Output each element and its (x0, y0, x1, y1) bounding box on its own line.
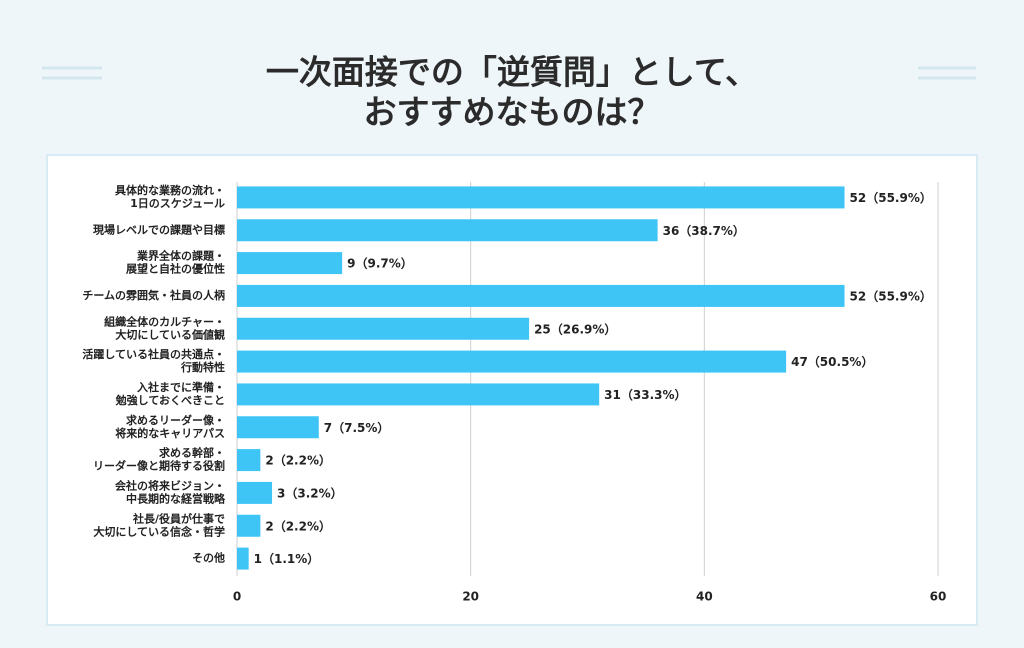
value-label: 9（9.7%） (347, 256, 413, 271)
value-label: 52（55.9%） (850, 190, 932, 205)
x-tick-label: 40 (696, 590, 713, 604)
value-label: 52（55.9%） (850, 288, 932, 303)
bar (237, 547, 249, 570)
value-label: 31（33.3%） (604, 387, 686, 402)
bar (237, 481, 273, 504)
bar (237, 317, 530, 340)
value-label: 36（38.7%） (663, 223, 745, 238)
y-tick-label: チームの雰囲気・社員の人柄 (82, 288, 225, 302)
y-tick-label: その他 (192, 551, 225, 565)
y-tick-label: リーダー像と期待する役割 (93, 459, 225, 473)
value-label: 2（2.2%） (265, 453, 331, 468)
value-label: 2（2.2%） (265, 518, 331, 533)
bar (237, 383, 600, 406)
bar (237, 252, 343, 275)
y-tick-label: 具体的な業務の流れ・ (115, 183, 225, 197)
value-label: 7（7.5%） (324, 420, 390, 435)
value-label: 3（3.2%） (277, 485, 343, 500)
bar (237, 219, 658, 242)
y-tick-label: 求めるリーダー像・ (126, 413, 225, 427)
x-tick-label: 0 (233, 590, 241, 604)
x-tick-label: 60 (930, 590, 947, 604)
bar (237, 416, 319, 439)
chart-title: おすすめなものは？ (364, 93, 661, 132)
x-tick-label: 20 (462, 590, 479, 604)
y-tick-label: 入社までに準備・ (137, 380, 225, 394)
y-tick-label: 社長/役員が仕事で (132, 511, 225, 525)
bar (237, 350, 787, 373)
y-tick-label: 中長期的な経営戦略 (126, 491, 226, 505)
value-label: 1（1.1%） (254, 551, 320, 566)
value-label: 25（26.9%） (534, 321, 616, 336)
bar (237, 514, 261, 537)
y-tick-label: 大切にしている価値観 (115, 327, 225, 341)
y-tick-label: 会社の将来ビジョン・ (115, 478, 225, 492)
bar (237, 449, 261, 472)
chart-title: 一次面接での「逆質問」として、 (266, 53, 758, 92)
y-tick-label: 展望と自社の優位性 (125, 262, 225, 276)
y-tick-label: 勉強しておくべきこと (115, 393, 225, 407)
y-tick-label: 大切にしている信念・哲学 (93, 524, 225, 538)
y-tick-label: 業界全体の課題・ (136, 249, 225, 263)
value-label: 47（50.5%） (791, 354, 873, 369)
decoration (42, 66, 976, 80)
y-tick-label: 求める幹部・ (159, 446, 225, 460)
bar (237, 284, 845, 307)
y-tick-label: 活躍している社員の共通点・ (82, 347, 225, 361)
y-tick-label: 将来的なキャリアパス (115, 426, 225, 440)
y-tick-label: 行動特性 (180, 360, 225, 374)
y-tick-label: 現場レベルでの課題や目標 (93, 222, 225, 236)
bar (237, 186, 845, 209)
y-tick-label: 組織全体のカルチャー・ (104, 314, 225, 328)
y-tick-label: 1日のスケジュール (130, 197, 225, 210)
